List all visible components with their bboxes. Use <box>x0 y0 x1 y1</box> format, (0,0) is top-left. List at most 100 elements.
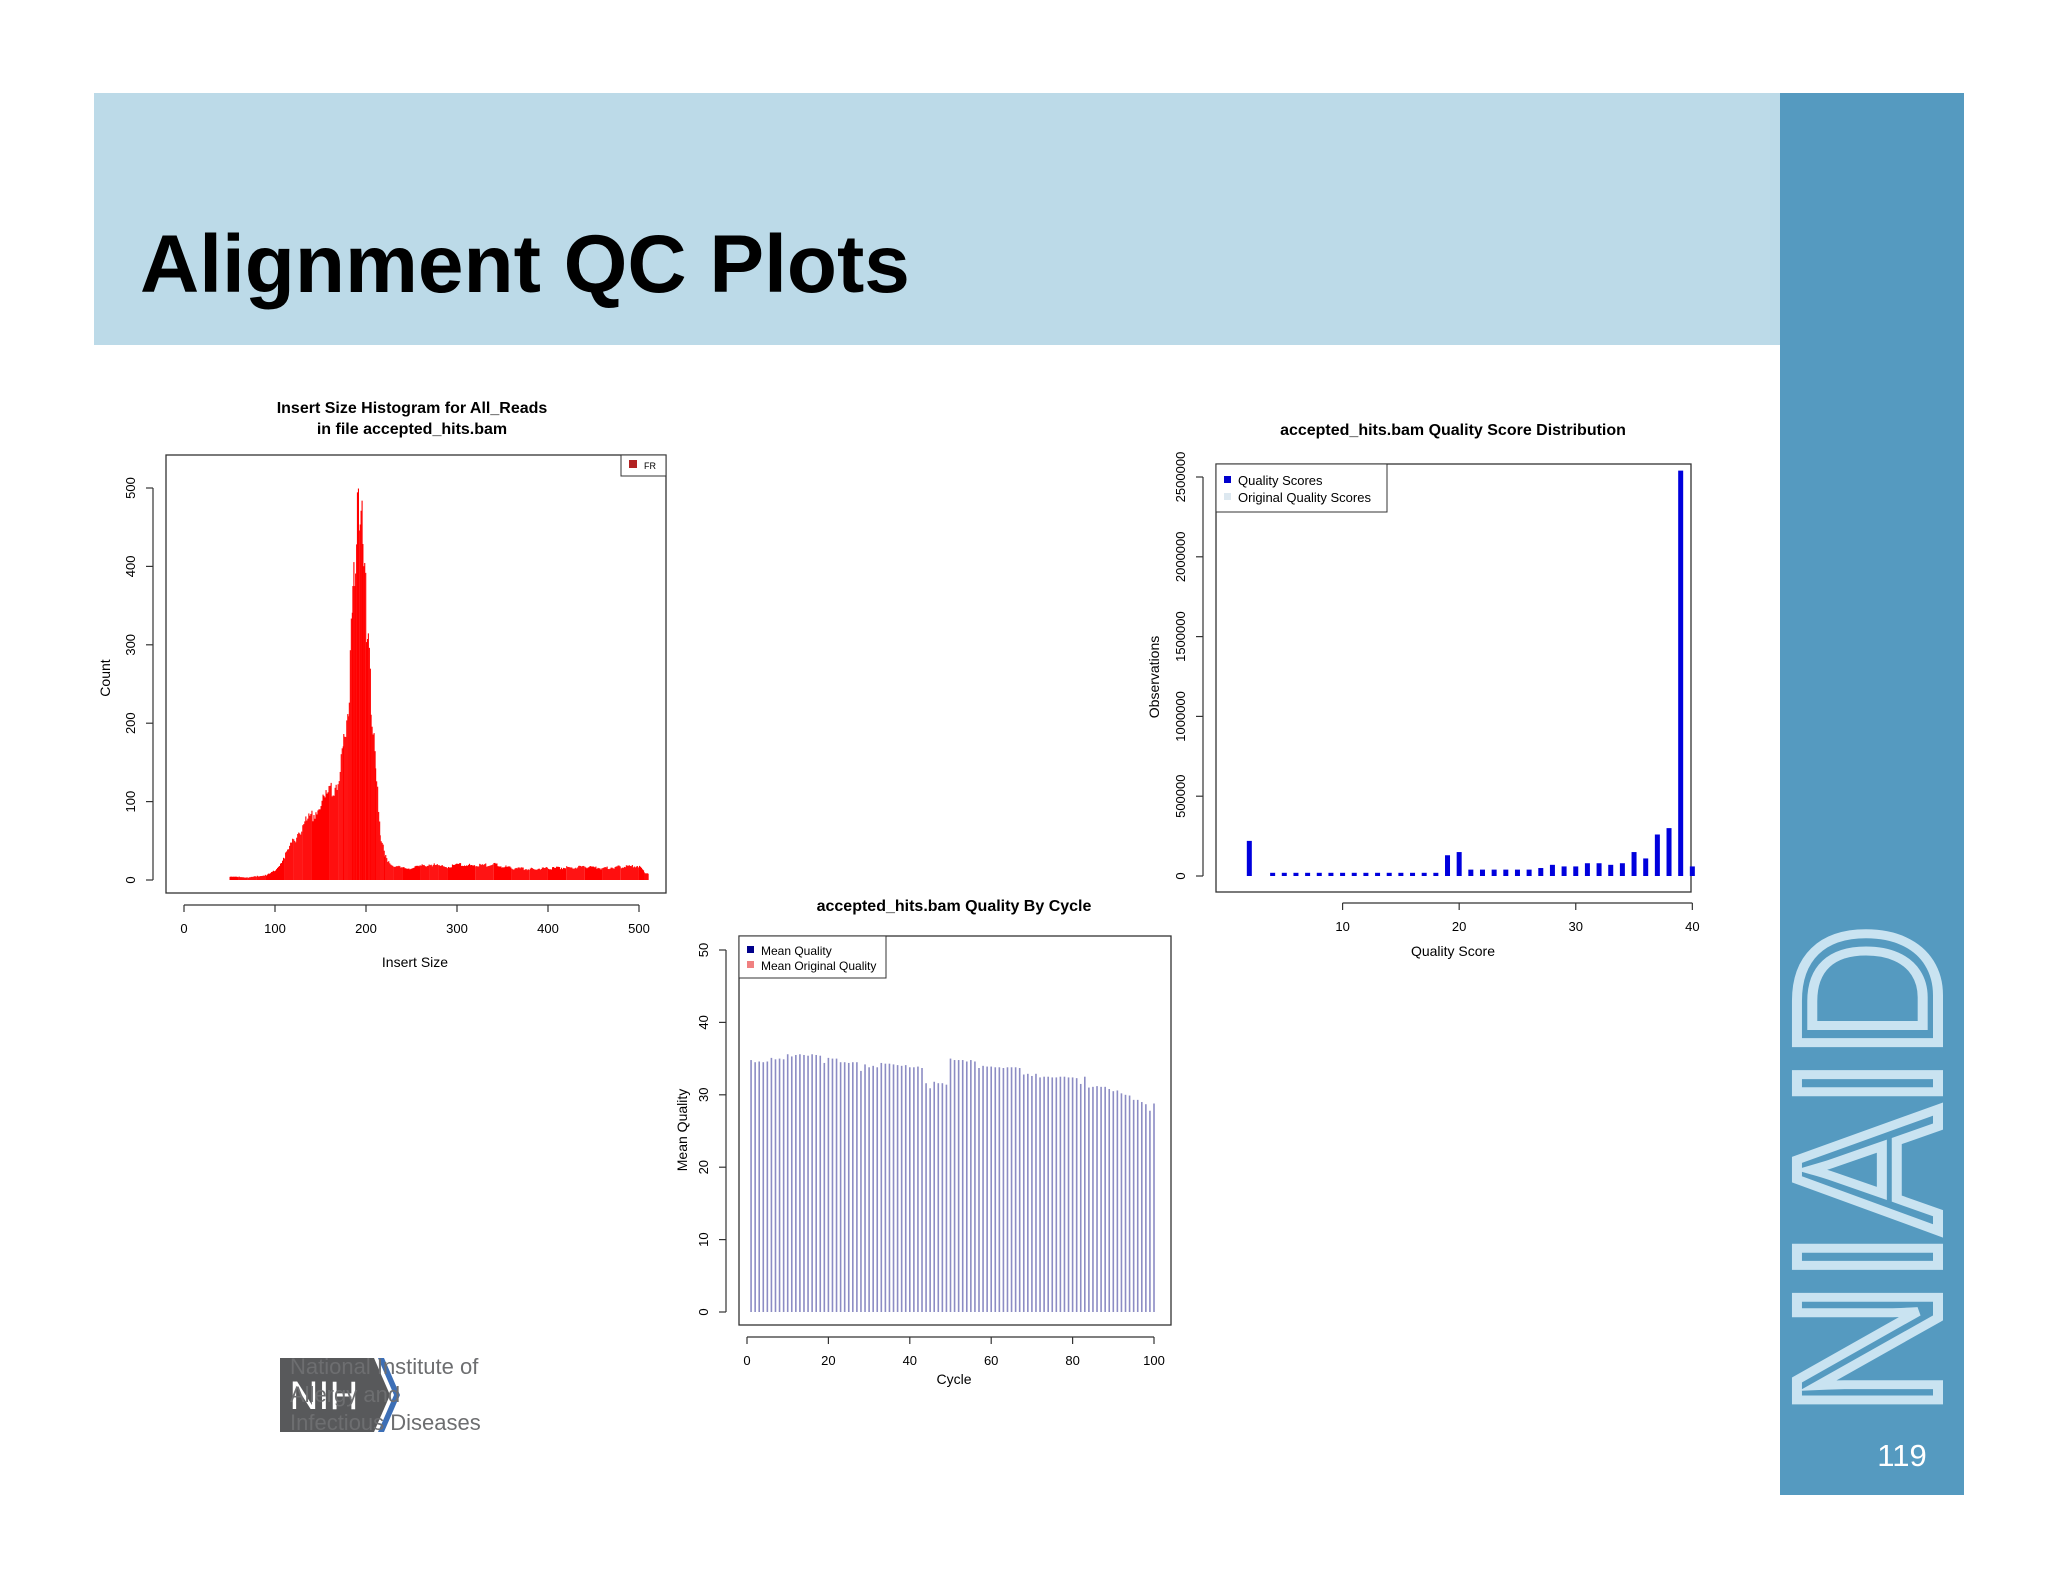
y-tick-label: 100 <box>123 791 138 813</box>
histogram-bar <box>470 865 472 880</box>
legend-swatch <box>1224 493 1231 500</box>
histogram-bar <box>439 865 441 880</box>
histogram-bar <box>330 782 332 880</box>
histogram-bar <box>319 809 321 880</box>
histogram-bar <box>549 869 551 880</box>
histogram-bar <box>629 865 631 880</box>
chart-title: accepted_hits.bam Quality Score Distribu… <box>1280 422 1626 439</box>
slide-number: 119 <box>1877 1438 1927 1473</box>
histogram-bar <box>382 844 384 880</box>
histogram-bar <box>580 865 582 880</box>
histogram-bar <box>522 867 524 880</box>
histogram-bar <box>300 834 302 880</box>
histogram-bar <box>367 638 369 880</box>
nih-logo: NIH <box>280 1358 400 1432</box>
histogram-bar <box>543 868 545 880</box>
data-bar <box>961 1060 964 1312</box>
histogram-bar <box>311 810 313 880</box>
nih-logo-chevron <box>378 1358 400 1432</box>
histogram-bar <box>341 748 343 880</box>
histogram-bar <box>414 866 416 880</box>
histogram-bar <box>588 867 590 880</box>
histogram-bar <box>528 869 530 880</box>
histogram-bar <box>463 866 465 880</box>
histogram-bar <box>238 876 240 880</box>
histogram-bar <box>598 868 600 880</box>
histogram-bar <box>518 867 520 880</box>
histogram-bar <box>540 869 542 880</box>
histogram-bar <box>340 754 342 880</box>
data-bar <box>1608 864 1614 876</box>
histogram-bar <box>465 866 467 880</box>
data-bar <box>896 1065 899 1312</box>
histogram-bar <box>279 865 281 880</box>
histogram-bar <box>434 864 436 880</box>
histogram-bar <box>619 866 621 880</box>
histogram-bar <box>539 869 541 880</box>
histogram-bar <box>296 837 298 880</box>
histogram-bar <box>355 573 357 880</box>
histogram-bar <box>612 868 614 880</box>
x-tick-label: 100 <box>264 921 286 936</box>
histogram-bar <box>601 868 603 880</box>
histogram-bar <box>585 867 587 880</box>
x-tick-label: 80 <box>1065 1353 1079 1368</box>
histogram-bar <box>356 492 358 880</box>
histogram-bar <box>497 866 499 880</box>
histogram-bar <box>493 863 495 880</box>
histogram-bar <box>303 824 305 880</box>
histogram-bar <box>557 866 559 880</box>
y-tick-label: 1000000 <box>1173 691 1188 742</box>
histogram-bar <box>636 866 638 880</box>
histogram-bar <box>479 863 481 880</box>
histogram-bar <box>624 867 626 880</box>
x-axis-label: Quality Score <box>1411 943 1495 959</box>
histogram-bar <box>323 795 325 880</box>
data-bar <box>925 1083 927 1312</box>
legend-swatch <box>747 961 754 968</box>
histogram-bar <box>389 863 391 880</box>
histogram-bar <box>309 815 311 880</box>
data-bar <box>1596 863 1602 876</box>
histogram-bar <box>586 868 588 880</box>
x-tick-label: 20 <box>821 1353 835 1368</box>
histogram-bar <box>544 867 546 880</box>
histogram-bar <box>615 866 617 880</box>
histogram-bar <box>321 800 323 880</box>
legend-label: Mean Original Quality <box>761 959 876 973</box>
histogram-bar <box>268 873 270 880</box>
histogram-bar <box>322 794 324 880</box>
histogram-bar <box>339 771 341 880</box>
histogram-bar <box>275 870 277 880</box>
data-bar <box>1281 872 1287 876</box>
histogram-bar <box>419 865 421 880</box>
histogram-bar <box>482 864 484 880</box>
data-bar <box>856 1062 858 1312</box>
data-bar <box>982 1065 984 1312</box>
data-bar <box>1145 1104 1147 1312</box>
histogram-bar <box>400 867 402 880</box>
data-bar <box>1140 1102 1143 1312</box>
histogram-bar <box>298 832 300 880</box>
histogram-bar <box>614 867 616 880</box>
data-bar <box>1043 1076 1045 1312</box>
histogram-bar <box>260 876 262 880</box>
histogram-bar <box>271 871 273 880</box>
histogram-bar <box>639 865 641 880</box>
y-axis-label: Observations <box>1146 636 1162 718</box>
histogram-bar <box>447 866 449 880</box>
data-bar <box>1584 863 1590 876</box>
histogram-bar <box>430 864 432 880</box>
histogram-bar <box>515 867 517 880</box>
data-bar <box>1088 1087 1090 1312</box>
data-bar <box>1316 872 1322 876</box>
histogram-bar <box>272 870 274 880</box>
histogram-bar <box>529 868 531 880</box>
histogram-bar <box>299 833 301 880</box>
histogram-bar <box>491 865 493 880</box>
data-bar <box>1031 1075 1033 1312</box>
histogram-bar <box>643 872 645 880</box>
histogram-bar <box>404 868 406 880</box>
histogram-bar <box>632 867 634 880</box>
histogram-bar <box>326 793 328 880</box>
